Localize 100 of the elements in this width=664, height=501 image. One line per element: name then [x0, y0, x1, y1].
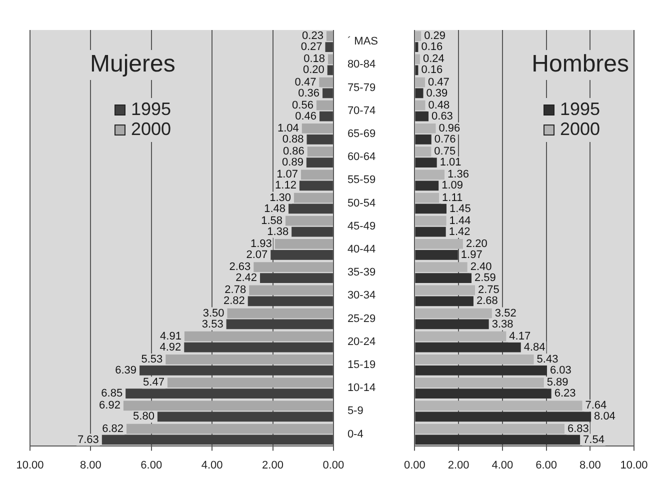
data-label: 5.47 [143, 376, 164, 389]
bar [415, 170, 445, 180]
data-label: 4.92 [160, 341, 182, 354]
bar [328, 54, 333, 64]
data-label: 2.40 [470, 261, 492, 274]
bar [260, 273, 333, 283]
bar [415, 88, 424, 98]
data-label: 0.23 [302, 30, 324, 42]
data-label: 2.20 [466, 238, 488, 250]
data-label: 8.04 [594, 410, 616, 423]
data-label: 7.54 [583, 434, 604, 446]
bar [415, 204, 447, 214]
x-tick-label: 2.00 [262, 459, 284, 472]
bar [415, 31, 422, 41]
data-label: 6.03 [550, 364, 572, 376]
data-label: 7.64 [585, 400, 607, 412]
data-label: 3.52 [494, 307, 516, 320]
bar [415, 342, 521, 352]
bar [415, 273, 472, 283]
data-label: 0.16 [421, 64, 443, 76]
bar [415, 434, 580, 445]
data-label: 0.96 [438, 122, 460, 134]
bar [325, 42, 333, 52]
legend-label: 1995 [131, 98, 172, 119]
x-tick-label: 2.00 [448, 459, 470, 472]
bar [415, 250, 458, 260]
y-tick-label: 60-64 [347, 151, 376, 164]
y-tick-label: 50-54 [347, 197, 376, 210]
bar [415, 308, 492, 318]
bar [415, 388, 552, 398]
data-label: 0.47 [294, 76, 316, 88]
bar [415, 424, 564, 434]
bar [102, 434, 333, 445]
bar [167, 378, 333, 388]
data-label: 1.30 [270, 192, 292, 204]
data-label: 4.17 [509, 330, 531, 342]
bar [415, 226, 446, 237]
x-tick-label: 8.00 [579, 459, 601, 472]
bar [415, 180, 439, 191]
legend-label: 1995 [560, 98, 600, 119]
bar [415, 158, 437, 168]
x-tick-label: 0.00 [404, 459, 426, 472]
y-tick-label: 15-19 [347, 358, 376, 371]
bar [249, 285, 333, 296]
bar [415, 77, 426, 88]
bar [319, 77, 333, 88]
x-tick-label: 10.00 [620, 459, 648, 472]
y-tick-label: 5-9 [347, 405, 364, 418]
data-label: 1.97 [460, 248, 482, 261]
bar [415, 331, 506, 342]
bar [415, 146, 432, 156]
data-label: 2.78 [224, 284, 246, 296]
bar [299, 180, 333, 191]
data-label: 6.85 [101, 388, 123, 400]
bar [415, 400, 582, 411]
bar [415, 319, 489, 330]
data-label: 1.38 [267, 226, 289, 238]
data-label: 0.89 [282, 156, 304, 169]
bar [227, 308, 333, 318]
data-label: 2.59 [474, 272, 496, 284]
data-label: 1.12 [275, 180, 296, 192]
bar [307, 146, 333, 156]
bar [415, 239, 463, 249]
y-tick-label: 40-44 [347, 243, 376, 256]
bar [322, 88, 333, 98]
data-label: 0.46 [295, 110, 316, 122]
bar [415, 134, 432, 144]
data-label: 0.86 [282, 146, 304, 158]
y-tick-label: 0-4 [347, 428, 364, 440]
legend-label: 2000 [131, 118, 172, 139]
x-tick-label: 6.00 [140, 459, 162, 472]
data-label: 2.07 [246, 248, 268, 261]
bar [292, 226, 333, 237]
x-tick-label: 0.00 [322, 459, 344, 472]
bar [415, 124, 436, 134]
data-label: 2.42 [236, 272, 258, 284]
data-label: 2.75 [478, 284, 500, 296]
y-tick-label: 35-39 [347, 266, 376, 279]
data-label: 6.23 [554, 388, 576, 400]
bar [157, 412, 333, 422]
bar [326, 31, 333, 41]
y-tick-label: 65-69 [347, 128, 376, 140]
data-label: 6.39 [115, 364, 137, 376]
bar [415, 65, 418, 76]
bar [184, 331, 333, 342]
y-tick-label: 25-29 [347, 312, 376, 325]
text: Hombres [532, 50, 629, 78]
data-label: 0.48 [428, 99, 450, 112]
data-label: 1.42 [448, 226, 470, 238]
bar [415, 54, 420, 64]
bar [248, 296, 333, 306]
bar [415, 100, 426, 110]
data-label: 6.92 [99, 400, 120, 412]
data-label: 0.56 [292, 99, 314, 112]
data-label: 0.76 [434, 133, 456, 146]
bar [415, 216, 446, 226]
data-label: 0.18 [304, 53, 325, 66]
data-label: 1.48 [264, 202, 286, 215]
data-label: 6.83 [567, 422, 589, 435]
y-tick-label: 20-24 [347, 336, 376, 348]
